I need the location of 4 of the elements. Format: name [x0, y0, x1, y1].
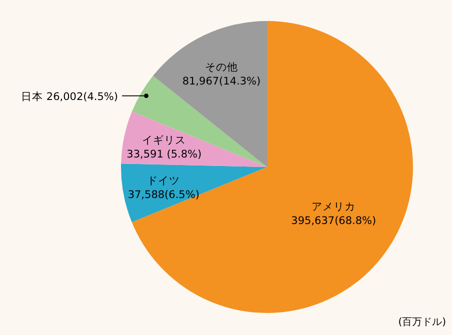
pie-slice — [121, 164, 267, 222]
slice-label: 日本 26,002(4.5%) — [21, 90, 118, 103]
text: (百万ドル) — [398, 317, 446, 328]
pie-slice — [121, 111, 267, 167]
